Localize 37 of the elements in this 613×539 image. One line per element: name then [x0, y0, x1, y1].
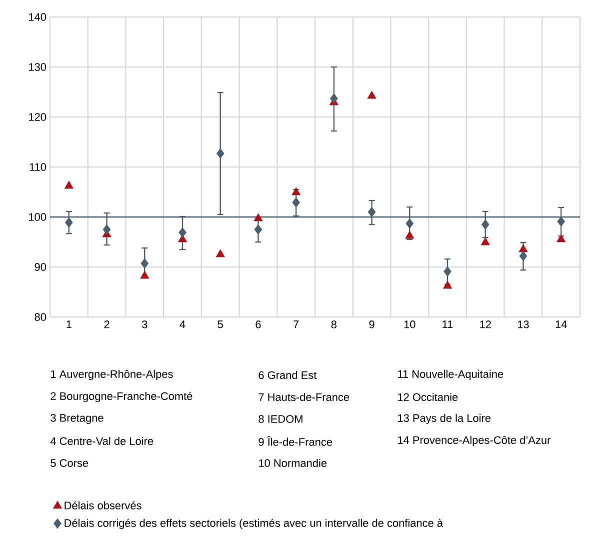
text: 11 Nouvelle-Aquitaine: [398, 370, 504, 380]
y-tick-label: 80: [34, 313, 46, 321]
text: 8 IEDOM: [258, 415, 302, 423]
text: 10 Normandie: [259, 458, 327, 468]
x-tick-label: 1: [66, 320, 72, 328]
text: 5 Corse: [50, 459, 88, 467]
y-tick-label: 140: [29, 13, 46, 21]
x-tick-label: 2: [104, 320, 110, 328]
y-tick-label: 90: [34, 263, 46, 271]
x-tick-label: 13: [518, 320, 529, 328]
x-tick-label: 9: [369, 320, 374, 328]
x-tick-label: 14: [556, 320, 567, 328]
x-tick-label: 7: [294, 320, 299, 328]
x-tick-label: 6: [256, 320, 261, 328]
legend-label: Délais corrigés des effets sectoriels (estimés avec un intervalle de confiance à: [64, 518, 444, 530]
y-tick-label: 130: [29, 63, 46, 71]
y-tick-label: 110: [30, 163, 46, 171]
text: 2 Bourgogne-Franche-Comté: [50, 392, 192, 402]
text: 4 Centre-Val de Loire: [50, 436, 154, 446]
x-tick-label: 8: [331, 320, 336, 328]
legend-label: Délais observés: [64, 501, 142, 510]
y-tick-label: 120: [29, 113, 46, 121]
text: 3 Bretagne: [50, 414, 104, 424]
text: 6 Grand Est: [258, 370, 317, 380]
x-tick-label: 12: [480, 320, 491, 328]
text: 13 Pays de la Loire: [398, 414, 491, 424]
x-tick-label: 4: [180, 320, 186, 328]
text: 14 Provence-Alpes-Côte d’Azur: [398, 436, 550, 446]
text: 1 Auvergne-Rhône-Alpes: [51, 370, 173, 380]
text: 9 Île-de-France: [258, 436, 332, 446]
text: 7 Hauts-de-France: [258, 392, 350, 402]
text: 12 Occitanie: [398, 392, 458, 402]
x-tick-label: 5: [218, 320, 223, 328]
y-tick-label: 100: [29, 213, 46, 221]
x-tick-label: 3: [142, 320, 148, 328]
x-tick-label: 10: [404, 320, 416, 328]
x-tick-label: 11: [442, 320, 453, 328]
